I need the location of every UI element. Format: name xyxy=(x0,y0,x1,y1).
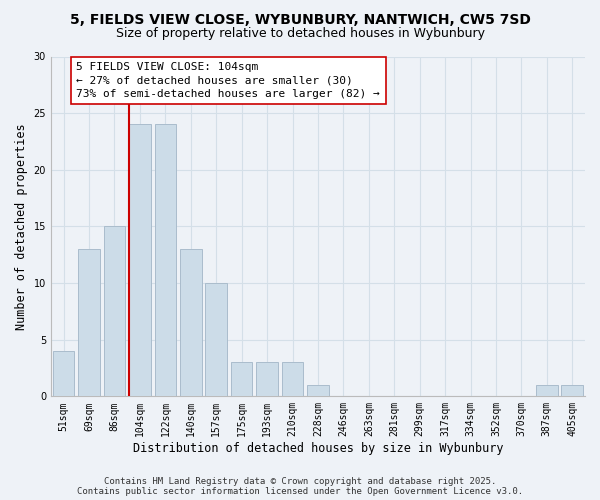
Bar xyxy=(282,362,304,396)
Bar xyxy=(307,385,329,396)
Text: Size of property relative to detached houses in Wybunbury: Size of property relative to detached ho… xyxy=(115,28,485,40)
Bar xyxy=(231,362,253,396)
Text: 5, FIELDS VIEW CLOSE, WYBUNBURY, NANTWICH, CW5 7SD: 5, FIELDS VIEW CLOSE, WYBUNBURY, NANTWIC… xyxy=(70,12,530,26)
Bar xyxy=(129,124,151,396)
Bar xyxy=(78,249,100,396)
Y-axis label: Number of detached properties: Number of detached properties xyxy=(15,123,28,330)
Bar xyxy=(256,362,278,396)
Bar xyxy=(536,385,557,396)
Text: Contains HM Land Registry data © Crown copyright and database right 2025.
Contai: Contains HM Land Registry data © Crown c… xyxy=(77,476,523,496)
Bar xyxy=(205,283,227,397)
X-axis label: Distribution of detached houses by size in Wybunbury: Distribution of detached houses by size … xyxy=(133,442,503,455)
Bar xyxy=(180,249,202,396)
Bar xyxy=(155,124,176,396)
Bar xyxy=(104,226,125,396)
Text: 5 FIELDS VIEW CLOSE: 104sqm
← 27% of detached houses are smaller (30)
73% of sem: 5 FIELDS VIEW CLOSE: 104sqm ← 27% of det… xyxy=(76,62,380,98)
Bar xyxy=(562,385,583,396)
Bar xyxy=(53,351,74,397)
